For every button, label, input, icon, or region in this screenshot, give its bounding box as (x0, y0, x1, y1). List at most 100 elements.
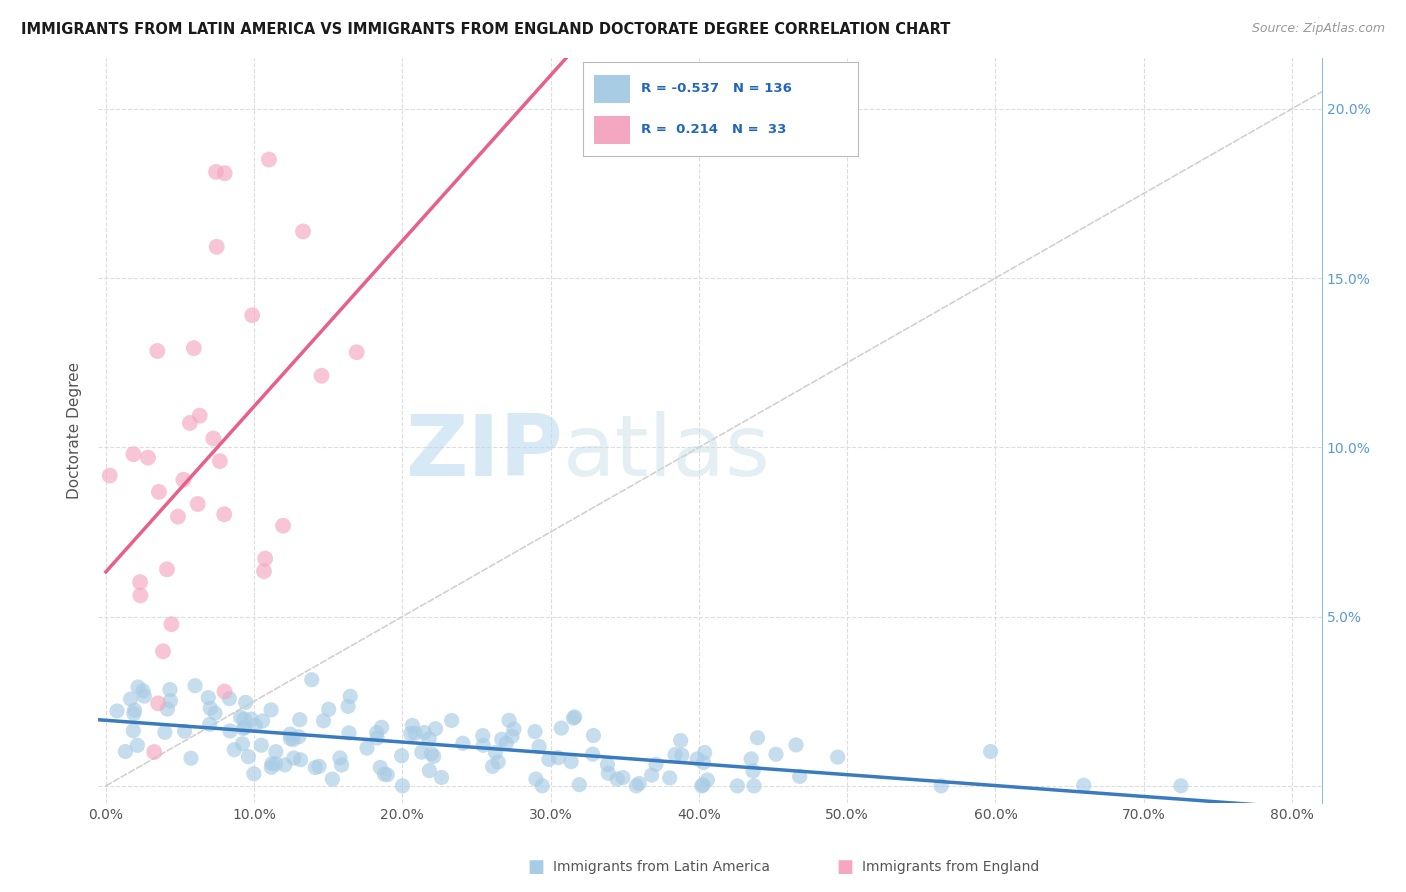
Point (582, 747, 605, 761)
Point (420, 747, 443, 761)
Point (391, 779, 413, 793)
Text: R =  0.214   N =  33: R = 0.214 N = 33 (641, 123, 786, 136)
Point (205, 240, 228, 254)
Bar (595, 75, 630, 103)
Point (337, 726, 360, 740)
Point (231, 737, 253, 751)
Point (440, 714, 463, 728)
Point (252, 714, 274, 728)
Point (484, 745, 506, 759)
Point (179, 416, 201, 430)
Point (725, 779, 748, 793)
Point (375, 768, 398, 782)
Point (671, 748, 693, 763)
Point (253, 564, 276, 578)
Point (373, 767, 395, 781)
Point (233, 720, 256, 734)
Point (560, 755, 582, 769)
Point (204, 706, 226, 720)
Point (664, 747, 686, 762)
Point (339, 690, 361, 704)
Point (641, 768, 664, 782)
Point (136, 450, 159, 465)
Point (214, 684, 236, 698)
Point (197, 690, 219, 705)
Point (224, 742, 246, 756)
Point (184, 679, 207, 693)
Point (980, 745, 1002, 759)
Point (413, 725, 436, 739)
Point (304, 760, 326, 774)
Point (827, 750, 849, 764)
Point (146, 343, 169, 358)
Point (404, 726, 426, 740)
Point (471, 729, 494, 743)
Point (321, 772, 343, 786)
Point (311, 368, 333, 383)
Point (198, 717, 221, 731)
Point (148, 484, 170, 499)
Text: Immigrants from Latin America: Immigrants from Latin America (553, 860, 769, 874)
Point (202, 432, 225, 446)
Point (308, 759, 330, 773)
Point (187, 497, 209, 511)
Point (765, 747, 787, 762)
Point (401, 718, 423, 732)
Point (229, 710, 252, 724)
Point (120, 692, 142, 706)
Point (692, 756, 714, 770)
Point (240, 712, 263, 726)
Point (547, 750, 569, 764)
Point (301, 673, 323, 687)
Point (481, 759, 503, 773)
Point (156, 702, 179, 716)
Point (693, 746, 716, 760)
Point (240, 308, 263, 322)
Point (280, 731, 302, 746)
Point (218, 691, 240, 706)
Point (598, 766, 620, 780)
Point (245, 718, 267, 732)
Point (127, 739, 149, 753)
Point (114, 745, 136, 759)
Point (124, 703, 146, 717)
Point (219, 724, 242, 739)
Text: ■: ■ (527, 858, 544, 876)
Point (524, 724, 547, 739)
Point (188, 409, 211, 423)
Point (628, 776, 651, 790)
Point (785, 738, 807, 752)
Point (214, 166, 236, 180)
Point (122, 706, 145, 721)
Point (160, 617, 183, 632)
Point (669, 733, 692, 747)
Point (330, 758, 353, 772)
Point (183, 341, 205, 355)
Point (232, 722, 254, 736)
Point (696, 772, 718, 787)
Bar (595, 116, 630, 144)
Text: atlas: atlas (564, 411, 772, 494)
Point (495, 736, 517, 750)
Text: Source: ZipAtlas.com: Source: ZipAtlas.com (1251, 22, 1385, 36)
Point (156, 562, 179, 576)
Point (281, 732, 304, 747)
Point (122, 447, 145, 461)
Point (418, 764, 440, 778)
Point (134, 689, 156, 703)
Point (122, 723, 145, 738)
Point (243, 767, 266, 781)
Point (312, 714, 335, 728)
Point (153, 725, 176, 739)
Point (430, 771, 453, 785)
Point (537, 752, 560, 766)
Point (235, 695, 257, 709)
Point (747, 731, 769, 745)
Point (422, 749, 444, 764)
Point (391, 748, 413, 763)
Point (1170, 779, 1192, 793)
Point (318, 702, 340, 716)
Point (346, 345, 368, 359)
Point (288, 713, 311, 727)
Point (180, 751, 202, 765)
